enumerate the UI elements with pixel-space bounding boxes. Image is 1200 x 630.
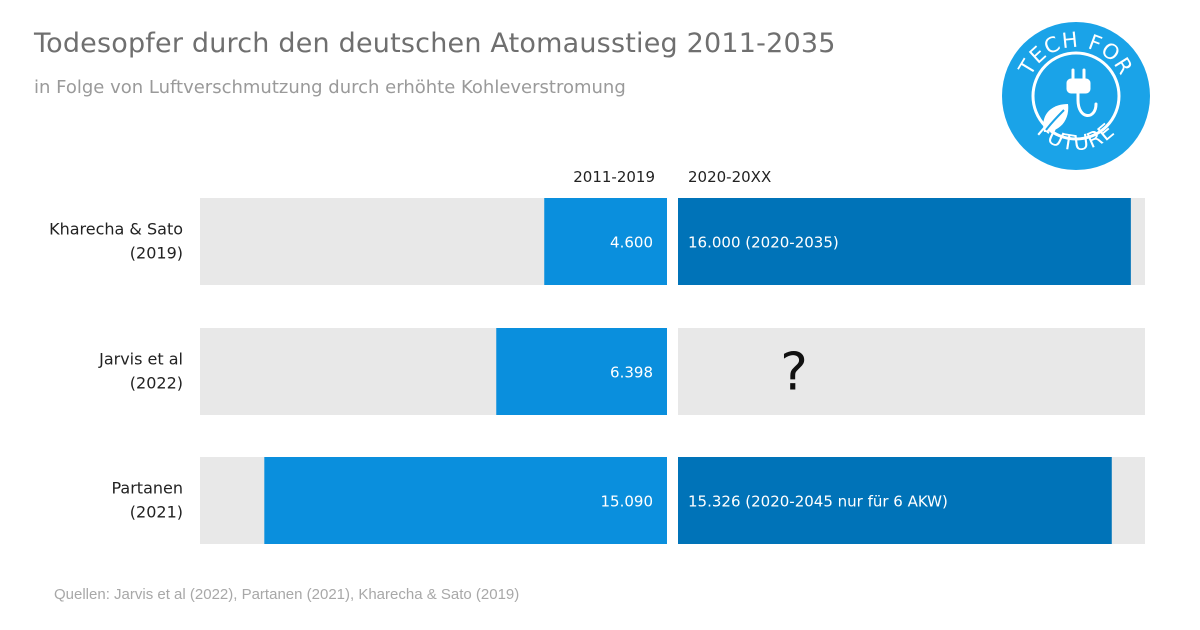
panel-header-2020-20xx: 2020-20XX: [688, 168, 771, 186]
unknown-value-label: ?: [780, 343, 808, 403]
bar-2011-2019: [264, 457, 667, 544]
bar-2011-2019: [496, 328, 667, 415]
panel-header-2011-2019: 2011-2019: [573, 168, 655, 186]
category-label-year: (2021): [130, 503, 183, 522]
data-label-2020-20xx: 16.000 (2020-2035): [688, 234, 839, 252]
plug-icon: [1066, 68, 1098, 117]
leaf-icon: [1043, 104, 1069, 132]
category-label-year: (2019): [130, 244, 183, 263]
data-label-2020-20xx: 15.326 (2020-2045 nur für 6 AKW): [688, 493, 948, 511]
category-label: Jarvis et al: [98, 350, 183, 369]
category-label-year: (2022): [130, 374, 183, 393]
bar-background-2020-20xx: [678, 328, 1145, 415]
category-label: Partanen: [111, 479, 183, 498]
category-label: Kharecha & Sato: [49, 220, 183, 239]
data-label-2011-2019: 6.398: [610, 364, 653, 382]
tech-for-future-logo: TECH FOR FUTURE: [1002, 22, 1150, 170]
bar-2011-2019: [544, 198, 667, 285]
bar-2020-20xx: [678, 198, 1131, 285]
data-label-2011-2019: 4.600: [610, 234, 653, 252]
source-note: Quellen: Jarvis et al (2022), Partanen (…: [54, 586, 520, 603]
data-label-2011-2019: 15.090: [601, 493, 654, 511]
bar-2020-20xx: [678, 457, 1112, 544]
chart-title: Todesopfer durch den deutschen Atomausst…: [34, 28, 836, 59]
chart-subtitle: in Folge von Luftverschmutzung durch erh…: [34, 77, 626, 98]
